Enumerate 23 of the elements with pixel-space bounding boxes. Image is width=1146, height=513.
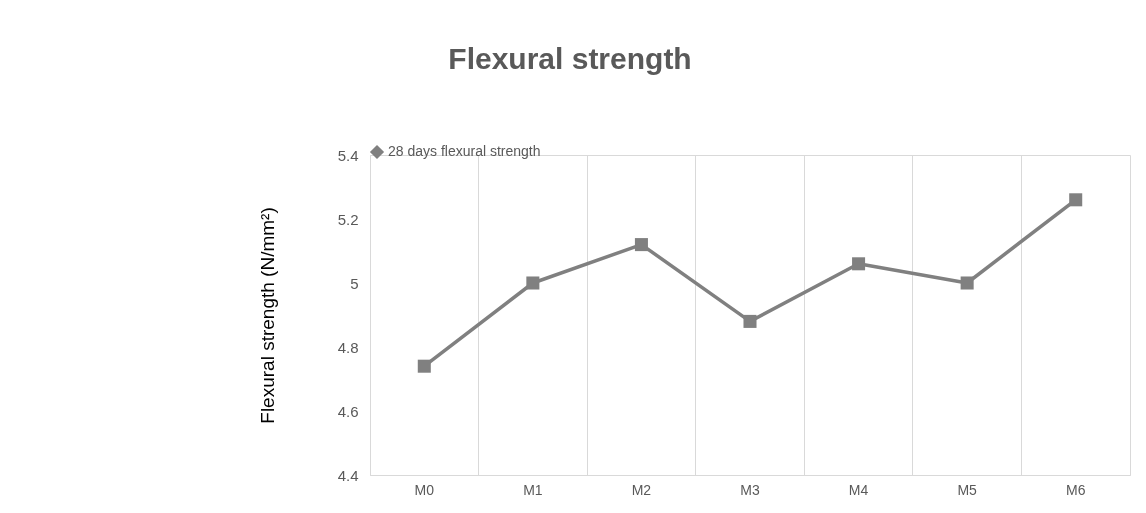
x-tick-label: M0 xyxy=(414,481,435,498)
x-tick-label: M6 xyxy=(1065,481,1086,498)
y-tick-label: 4.8 xyxy=(337,338,359,356)
y-tick-label: 5.4 xyxy=(337,146,359,164)
x-tick-label: M3 xyxy=(740,481,760,498)
chart-title: Flexural strength xyxy=(448,42,692,75)
x-tick-label: M2 xyxy=(631,481,652,498)
y-tick-label: 4.4 xyxy=(337,466,359,484)
y-tick-label: 5.2 xyxy=(337,210,359,228)
y-tick-label: 5 xyxy=(350,274,359,292)
legend-label: 28 days flexural strength xyxy=(388,143,541,159)
point xyxy=(743,314,757,328)
point xyxy=(852,257,866,271)
y-axis-title: Flexural strength (N/mm²) xyxy=(256,207,278,424)
point xyxy=(417,359,431,373)
x-tick-label: M1 xyxy=(523,481,543,498)
x-tick-label: M5 xyxy=(957,481,978,498)
point xyxy=(1069,193,1083,207)
point xyxy=(960,276,974,290)
x-tick-label: M4 xyxy=(848,481,869,498)
point xyxy=(526,276,540,290)
y-tick-label: 4.6 xyxy=(337,402,359,420)
point xyxy=(634,238,648,252)
